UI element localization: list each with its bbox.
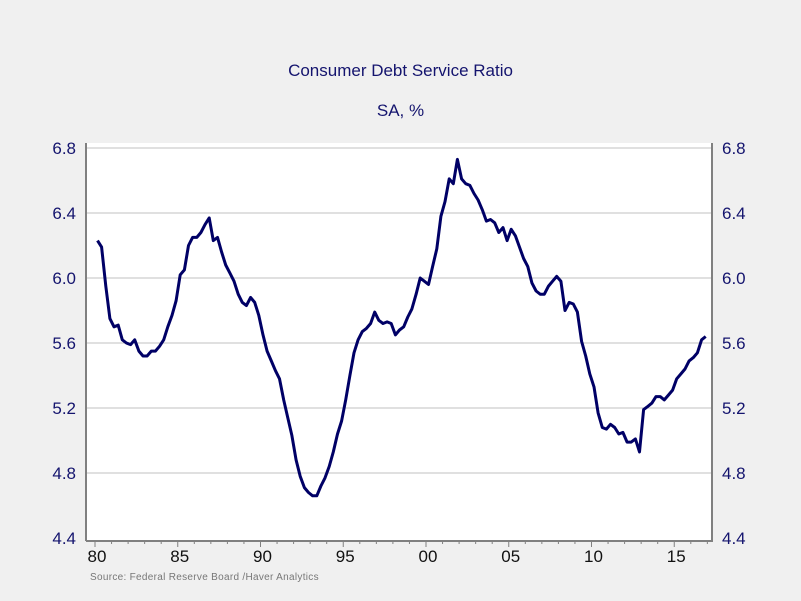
x-tick-label: 10 xyxy=(584,547,603,566)
y-tick-label-right: 6.4 xyxy=(722,204,746,223)
y-tick-label-right: 6.8 xyxy=(722,139,746,158)
x-tick-label: 00 xyxy=(419,547,438,566)
x-tick-label: 05 xyxy=(501,547,520,566)
x-tick-label: 85 xyxy=(170,547,189,566)
y-tick-label-left: 6.0 xyxy=(52,269,76,288)
x-tick-label: 95 xyxy=(336,547,355,566)
plot-area xyxy=(86,143,712,541)
y-tick-label-left: 4.4 xyxy=(52,529,76,548)
y-tick-label-right: 5.2 xyxy=(722,399,746,418)
y-tick-label-right: 4.8 xyxy=(722,464,746,483)
y-tick-label-left: 4.8 xyxy=(52,464,76,483)
y-tick-label-left: 5.2 xyxy=(52,399,76,418)
y-tick-label-left: 6.4 xyxy=(52,204,76,223)
source-note: Source: Federal Reserve Board /Haver Ana… xyxy=(90,572,319,583)
y-tick-label-right: 5.6 xyxy=(722,334,746,353)
chart-title: Consumer Debt Service Ratio xyxy=(288,61,513,80)
x-tick-label: 80 xyxy=(88,547,107,566)
y-tick-label-right: 6.0 xyxy=(722,269,746,288)
chart-subtitle: SA, % xyxy=(376,101,425,120)
y-tick-label-right: 4.4 xyxy=(722,529,746,548)
x-tick-label: 15 xyxy=(667,547,686,566)
y-tick-label-left: 5.6 xyxy=(52,334,76,353)
series-line xyxy=(96,157,707,498)
x-tick-label: 90 xyxy=(253,547,272,566)
y-tick-label-left: 6.8 xyxy=(52,139,76,158)
